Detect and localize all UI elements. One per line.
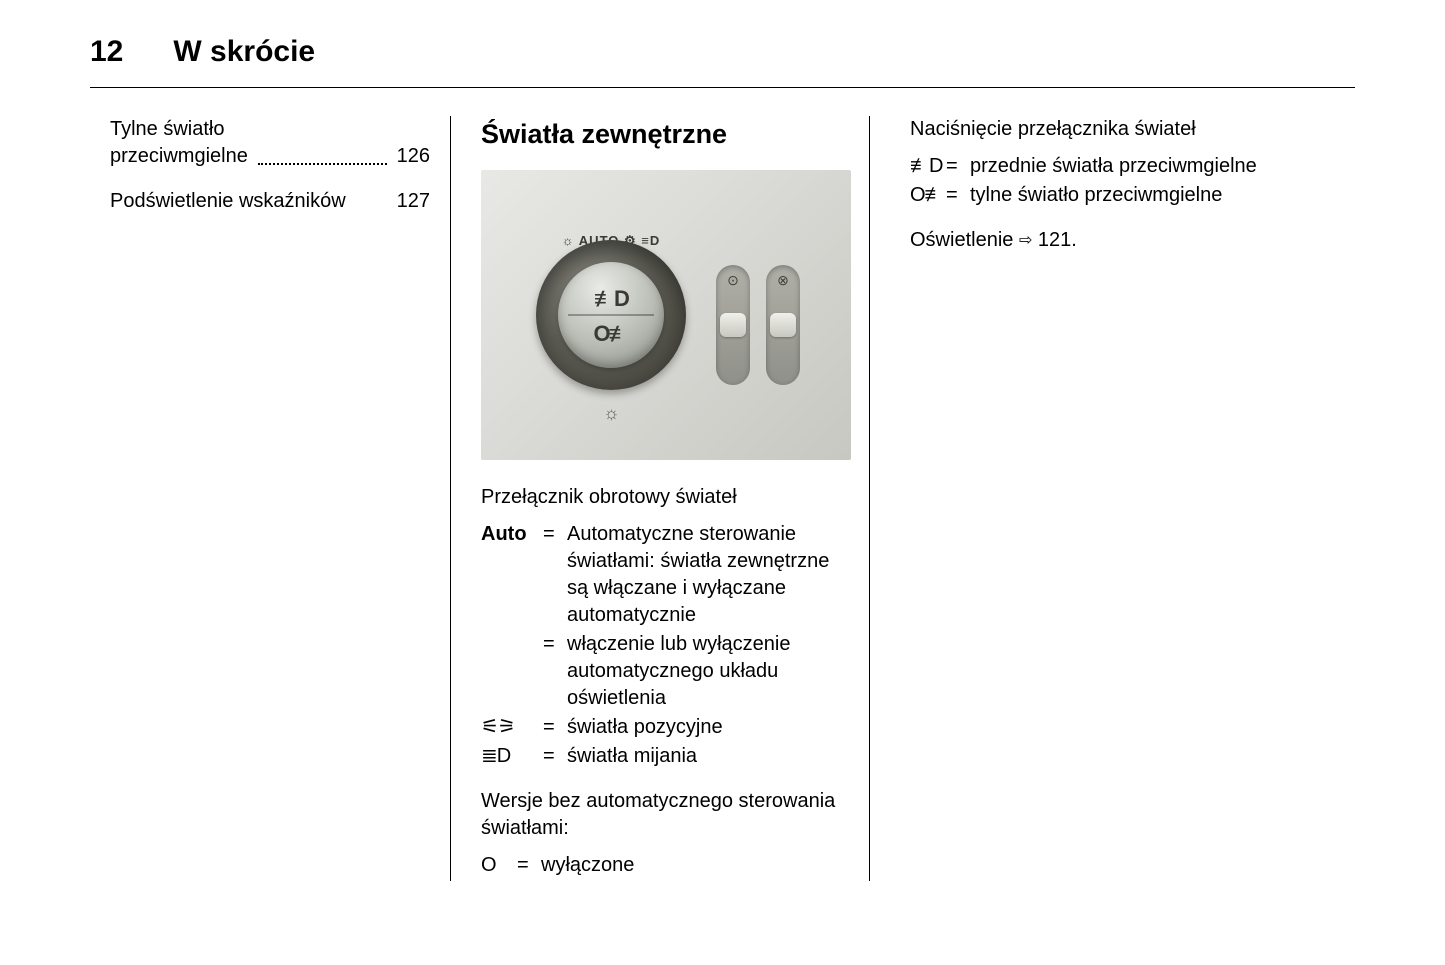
ref-label: Oświetlenie	[910, 229, 1013, 251]
def-row: O = wyłączone	[481, 852, 849, 879]
front-fog-icon: ≢D	[558, 284, 664, 314]
toc-leader-dots	[258, 163, 387, 165]
equals-sign: =	[946, 153, 970, 180]
cross-reference: Oświetlenie ⇨ 121.	[910, 227, 1270, 254]
def-text: przednie światła przeciwmgielne	[970, 153, 1270, 180]
def-symbol: Auto	[481, 521, 543, 548]
off-symbol: O	[481, 852, 517, 879]
equals-sign: =	[946, 182, 970, 209]
light-switch-photo: ☼ AUTO ⚙ ≡D ≢D O≢ ⊙ ⊗ ☼	[481, 170, 851, 460]
page-number: 12	[90, 35, 123, 69]
rotary-definitions: Auto = Automatyczne sterowanie światłami…	[481, 521, 849, 770]
slider-icon: ⊙	[716, 271, 750, 290]
def-row: O≢ = tylne światło przeciwmgielne	[910, 182, 1270, 209]
manual-caption: Wersje bez automatycznego sterowania świ…	[481, 788, 849, 842]
def-row: ≢D = przednie światła przeciwmgielne	[910, 153, 1270, 180]
def-text: wyłączone	[541, 852, 849, 879]
section-heading: Światła zewnętrzne	[481, 116, 849, 152]
column-toc: Tylne światło przeciwmgielne 126 Podświe…	[90, 116, 450, 881]
def-text: światła mijania	[567, 743, 849, 770]
page-header: 12 W skrócie	[90, 35, 1355, 88]
toc-text: Podświetlenie wskaźników	[110, 188, 346, 215]
rear-fog-icon: O≢	[910, 182, 946, 209]
toc-text: Tylne światło przeciwmgielne	[110, 116, 248, 170]
def-row: = włączenie lub wyłączenie automatyczneg…	[481, 631, 849, 712]
headlight-level-slider: ⊙	[716, 265, 750, 385]
equals-sign: =	[543, 521, 567, 548]
push-caption: Naciśnięcie przełącznika świateł	[910, 116, 1270, 143]
toc-entry: Tylne światło przeciwmgielne 126	[110, 116, 430, 170]
def-row: Auto = Automatyczne sterowanie światłami…	[481, 521, 849, 629]
equals-sign: =	[543, 631, 567, 658]
low-beam-icon: ≣D	[481, 743, 543, 770]
dial-divider	[568, 314, 654, 316]
def-text: włączenie lub wyłączenie automatycznego …	[567, 631, 849, 712]
sidelights-icon: ⚟⚞	[481, 714, 543, 741]
equals-sign: =	[543, 714, 567, 741]
ref-page: 121.	[1038, 229, 1077, 251]
toc-page-ref: 127	[397, 188, 430, 215]
toc-entry: Podświetlenie wskaźników 127	[110, 188, 430, 215]
def-text: światła pozycyjne	[567, 714, 849, 741]
rotary-caption: Przełącznik obrotowy świateł	[481, 484, 849, 511]
reference-arrow-icon: ⇨	[1019, 230, 1032, 252]
slider-thumb	[770, 313, 796, 337]
dial-knob: ≢D O≢	[558, 262, 664, 368]
def-text: tylne światło przeciwmgielne	[970, 182, 1270, 209]
push-definitions: ≢D = przednie światła przeciwmgielne O≢ …	[910, 153, 1270, 209]
page-title: W skrócie	[173, 35, 315, 69]
brightness-icon: ☼	[603, 401, 620, 425]
equals-sign: =	[543, 743, 567, 770]
def-text: Automatyczne sterowanie światłami: świat…	[567, 521, 849, 629]
content-columns: Tylne światło przeciwmgielne 126 Podświe…	[90, 116, 1355, 881]
slider-thumb	[720, 313, 746, 337]
def-row: ⚟⚞ = światła pozycyjne	[481, 714, 849, 741]
column-main: Światła zewnętrzne ☼ AUTO ⚙ ≡D ≢D O≢ ⊙ ⊗	[450, 116, 870, 881]
front-fog-icon: ≢D	[910, 153, 946, 180]
rear-fog-icon: O≢	[558, 319, 664, 349]
equals-sign: =	[517, 852, 541, 879]
rotary-dial: ≢D O≢	[536, 240, 686, 390]
def-row: ≣D = światła mijania	[481, 743, 849, 770]
toc-page-ref: 126	[397, 143, 430, 170]
column-aside: Naciśnięcie przełącznika świateł ≢D = pr…	[870, 116, 1290, 881]
slider-icon: ⊗	[766, 271, 800, 290]
dash-brightness-slider: ⊗	[766, 265, 800, 385]
